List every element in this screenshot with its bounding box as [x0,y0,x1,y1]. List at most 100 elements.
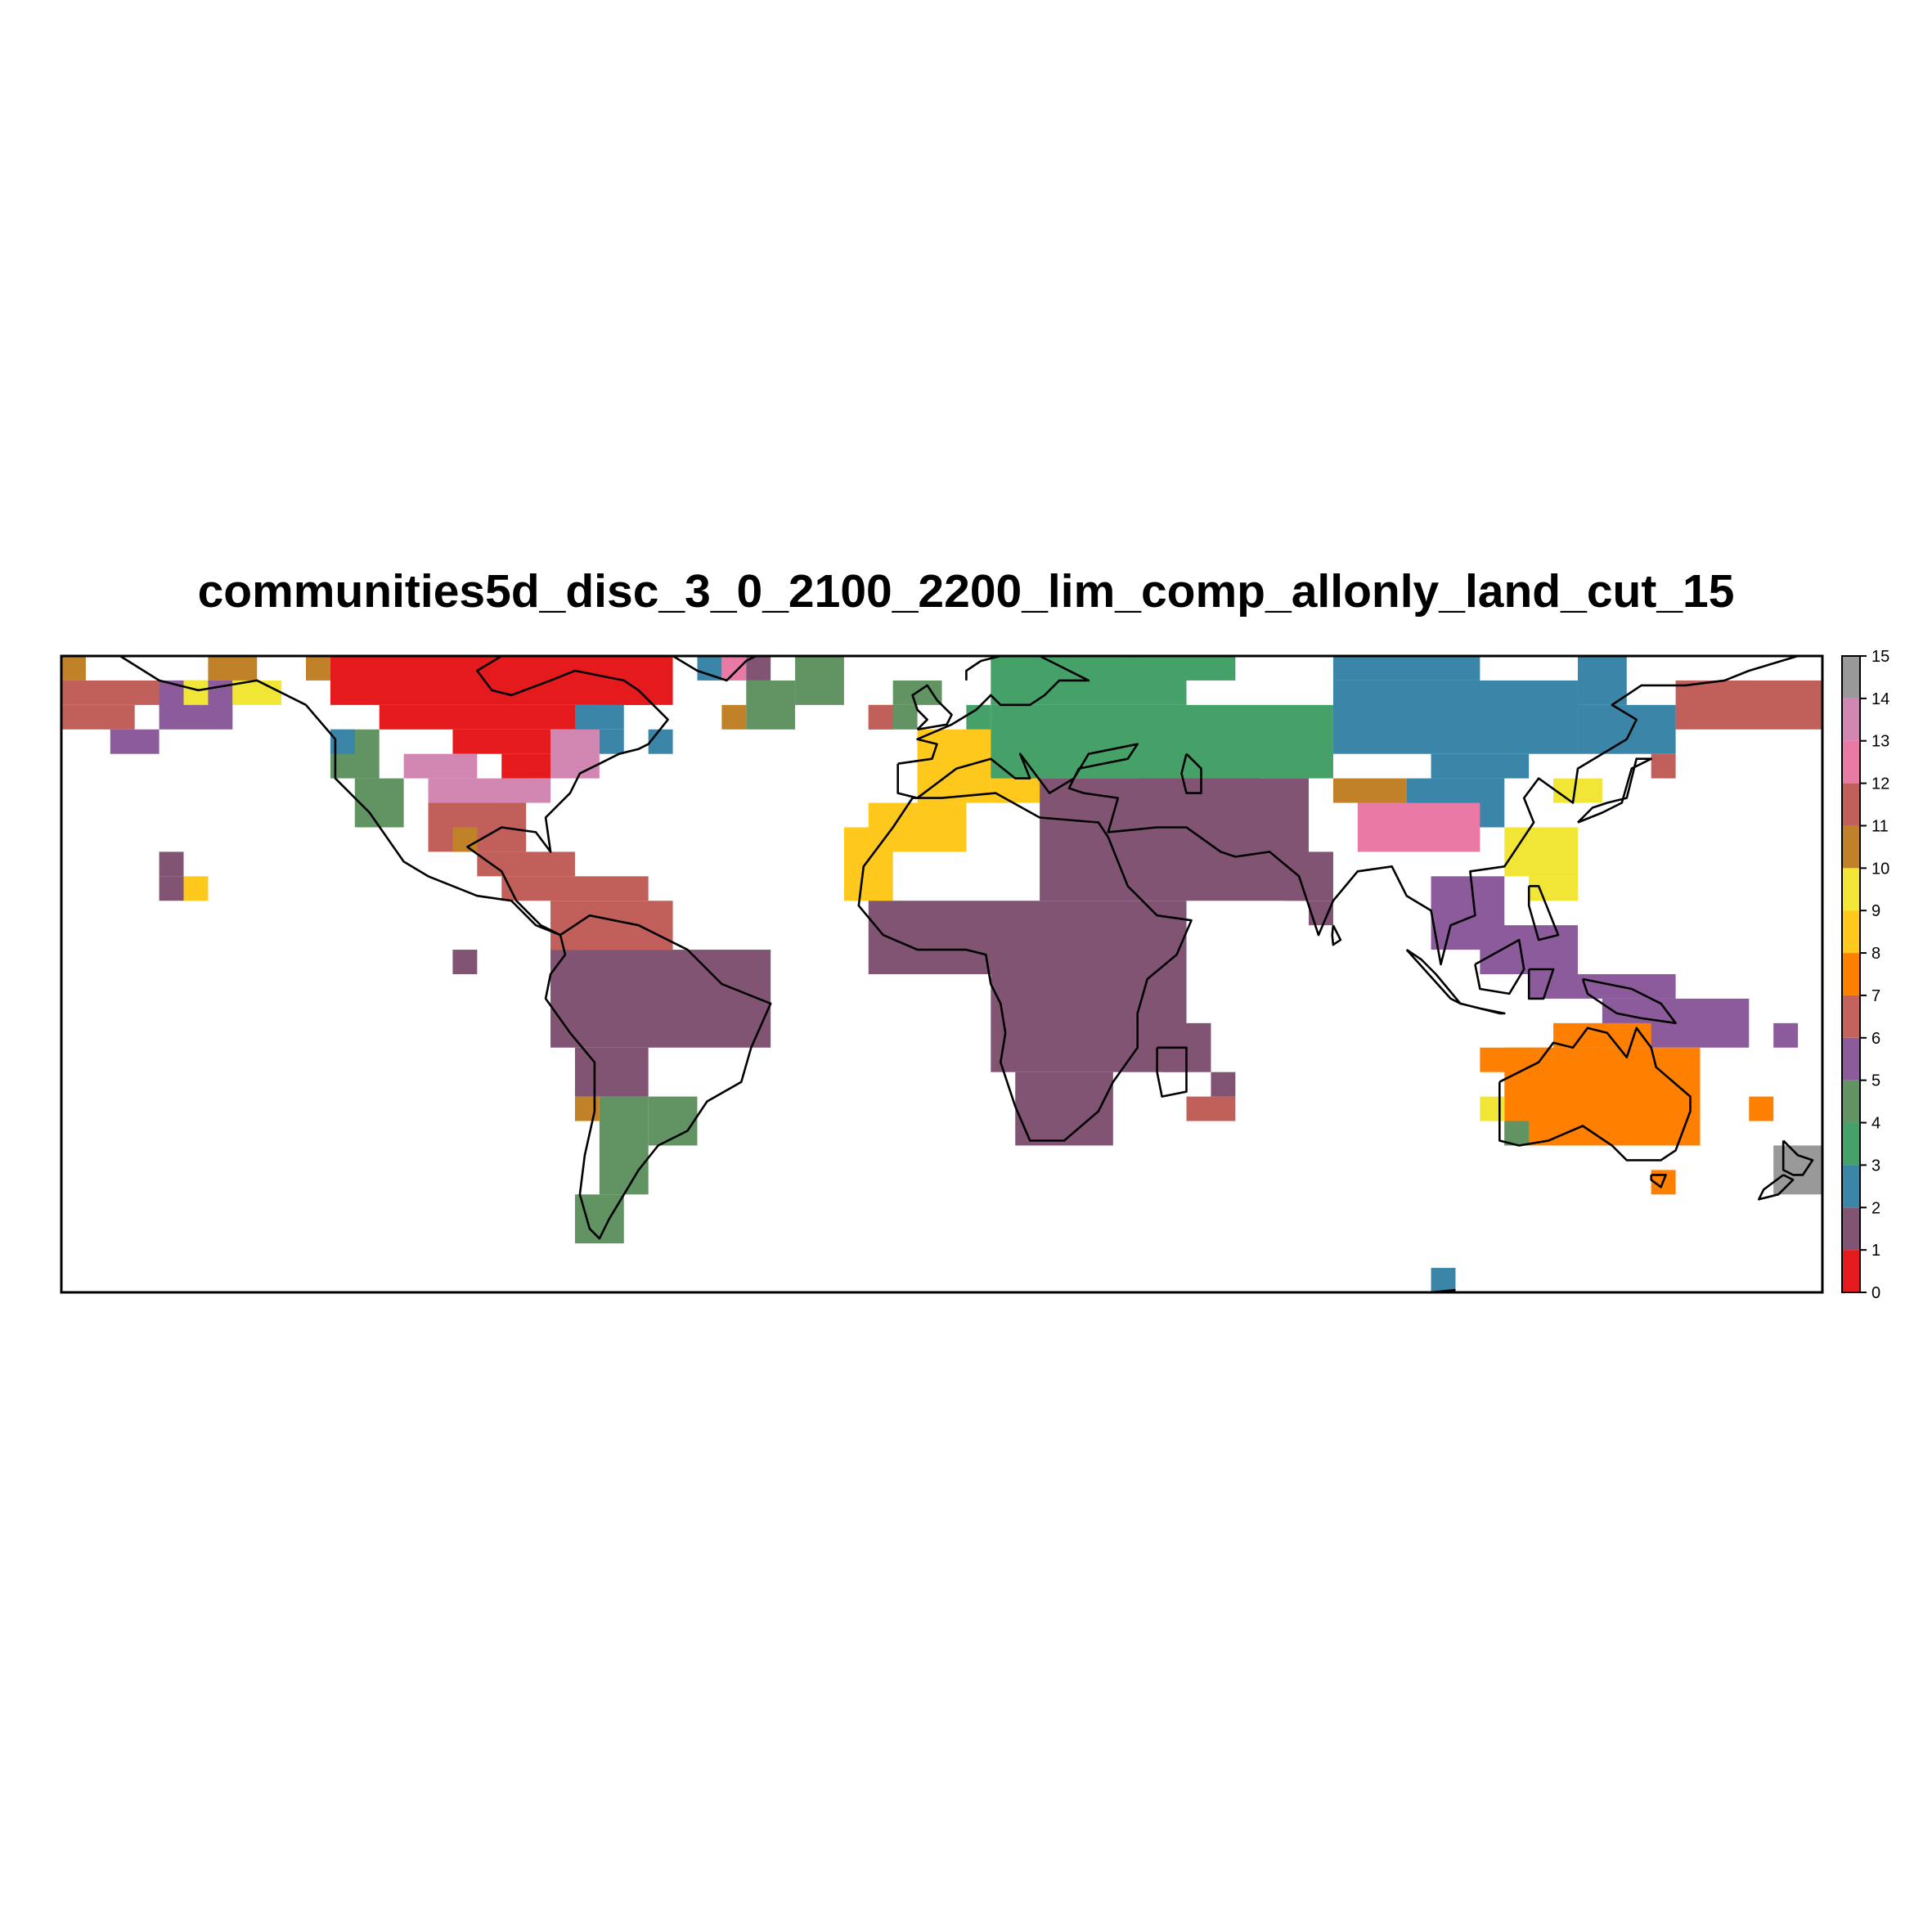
legend-swatch-9 [1842,910,1860,954]
legend-tick-label: 3 [1871,1157,1880,1175]
community-cell-11 [1332,778,1407,803]
community-cell-5 [599,1096,649,1195]
legend-tick-label: 9 [1871,902,1880,920]
community-cell-2 [1137,778,1260,803]
community-cell-6 [1480,925,1578,974]
legend-swatch-5 [1842,1080,1860,1123]
legend-tick-label: 0 [1871,1284,1880,1302]
community-cell-12 [501,876,649,901]
community-cell-11 [574,1096,600,1121]
community-cell-8 [1749,1096,1774,1121]
coastline [119,654,669,937]
legend-tick-label: 10 [1871,860,1889,878]
community-cell-4 [1137,656,1236,681]
coastline [1577,757,1652,824]
community-cell-1 [452,729,551,754]
legend-swatch-1 [1842,1250,1860,1292]
legend-tick-label: 6 [1871,1030,1880,1048]
coastline [1781,1139,1814,1176]
community-cell-6 [1773,1022,1799,1048]
coastline [1581,977,1677,1025]
legend-tick-label: 8 [1871,945,1880,963]
legend-tick-label: 1 [1871,1242,1880,1260]
community-cell-2 [1284,851,1333,901]
legend-tick-label: 4 [1871,1115,1880,1133]
legend-swatch-7 [1842,995,1860,1038]
community-cell-2 [1309,901,1333,926]
legend-tick-label: 7 [1871,987,1880,1005]
legend-tick-label: 2 [1871,1199,1880,1217]
legend-swatch-2 [1842,1207,1860,1251]
coastline [544,914,772,1240]
community-cell-5 [746,680,796,730]
community-cell-1 [501,753,551,779]
plot-title: communities5d_disc_3_0_2100_2200_lim_com… [197,565,1735,618]
community-cell-10 [1529,876,1578,901]
legend-swatch-6 [1842,1037,1860,1081]
coastline [911,684,953,731]
coastline [1650,1174,1667,1188]
community-cell-11 [721,704,747,730]
community-cell-13 [721,656,747,681]
community-cell-4 [991,704,1333,779]
community-cell-8 [1553,1022,1651,1048]
community-cell-12 [477,851,575,877]
legend-swatch-14 [1842,698,1860,741]
community-cell-2 [991,974,1187,1072]
coastline [1498,1027,1692,1161]
community-cell-12 [428,802,527,852]
coastline [897,654,1090,765]
community-cell-3 [1332,656,1480,681]
legend-tick-label: 15 [1871,648,1889,666]
community-cell-11 [61,656,86,681]
legend-swatch-4 [1842,1122,1860,1166]
coastline [1405,949,1462,1005]
coastline [965,654,1001,681]
legend-swatch-15 [1842,656,1860,699]
community-cell-12 [61,704,135,730]
coastline [896,654,1799,966]
community-cell-5 [1504,1121,1530,1146]
community-cell-2 [868,901,1187,974]
community-cell-10 [1553,778,1602,803]
community-cell-9 [183,876,209,901]
community-cell-5 [354,778,404,828]
legend-tick-label: 14 [1871,690,1889,708]
legend-tick-label: 12 [1871,775,1889,793]
coastline [672,654,757,682]
coastline [1331,924,1342,946]
coastlines [119,654,1814,1294]
legend-tick-label: 13 [1871,733,1889,751]
community-cell-6 [1529,974,1676,999]
community-cell-10 [183,680,209,705]
community-cell-2 [574,1047,649,1097]
legend-frame [1841,655,1861,1293]
legend-swatch-13 [1842,740,1860,784]
community-cell-3 [1577,656,1627,705]
legend-swatch-10 [1842,868,1860,911]
coastline [1758,1174,1795,1201]
community-cell-6 [110,729,160,754]
community-cell-2 [159,876,184,901]
community-cell-5 [795,656,844,705]
community-cell-3 [574,704,624,730]
community-cell-2 [1015,1072,1113,1146]
community-cell-4 [966,704,991,730]
community-cell-3 [1577,704,1676,754]
community-cell-12 [550,901,673,950]
coastline [1180,753,1202,794]
community-cell-12 [1675,680,1822,730]
community-cell-15 [1773,1145,1822,1195]
community-cell-10 [1504,827,1578,877]
coastline [1527,968,1555,1000]
community-cell-3 [648,729,673,754]
legend-swatch-12 [1842,783,1860,826]
community-cell-11 [452,827,478,852]
coastline [1527,885,1560,941]
community-cell-3 [599,729,624,754]
community-cell-12 [1651,753,1676,779]
community-cell-12 [1186,1096,1236,1121]
coastline [1474,938,1525,995]
